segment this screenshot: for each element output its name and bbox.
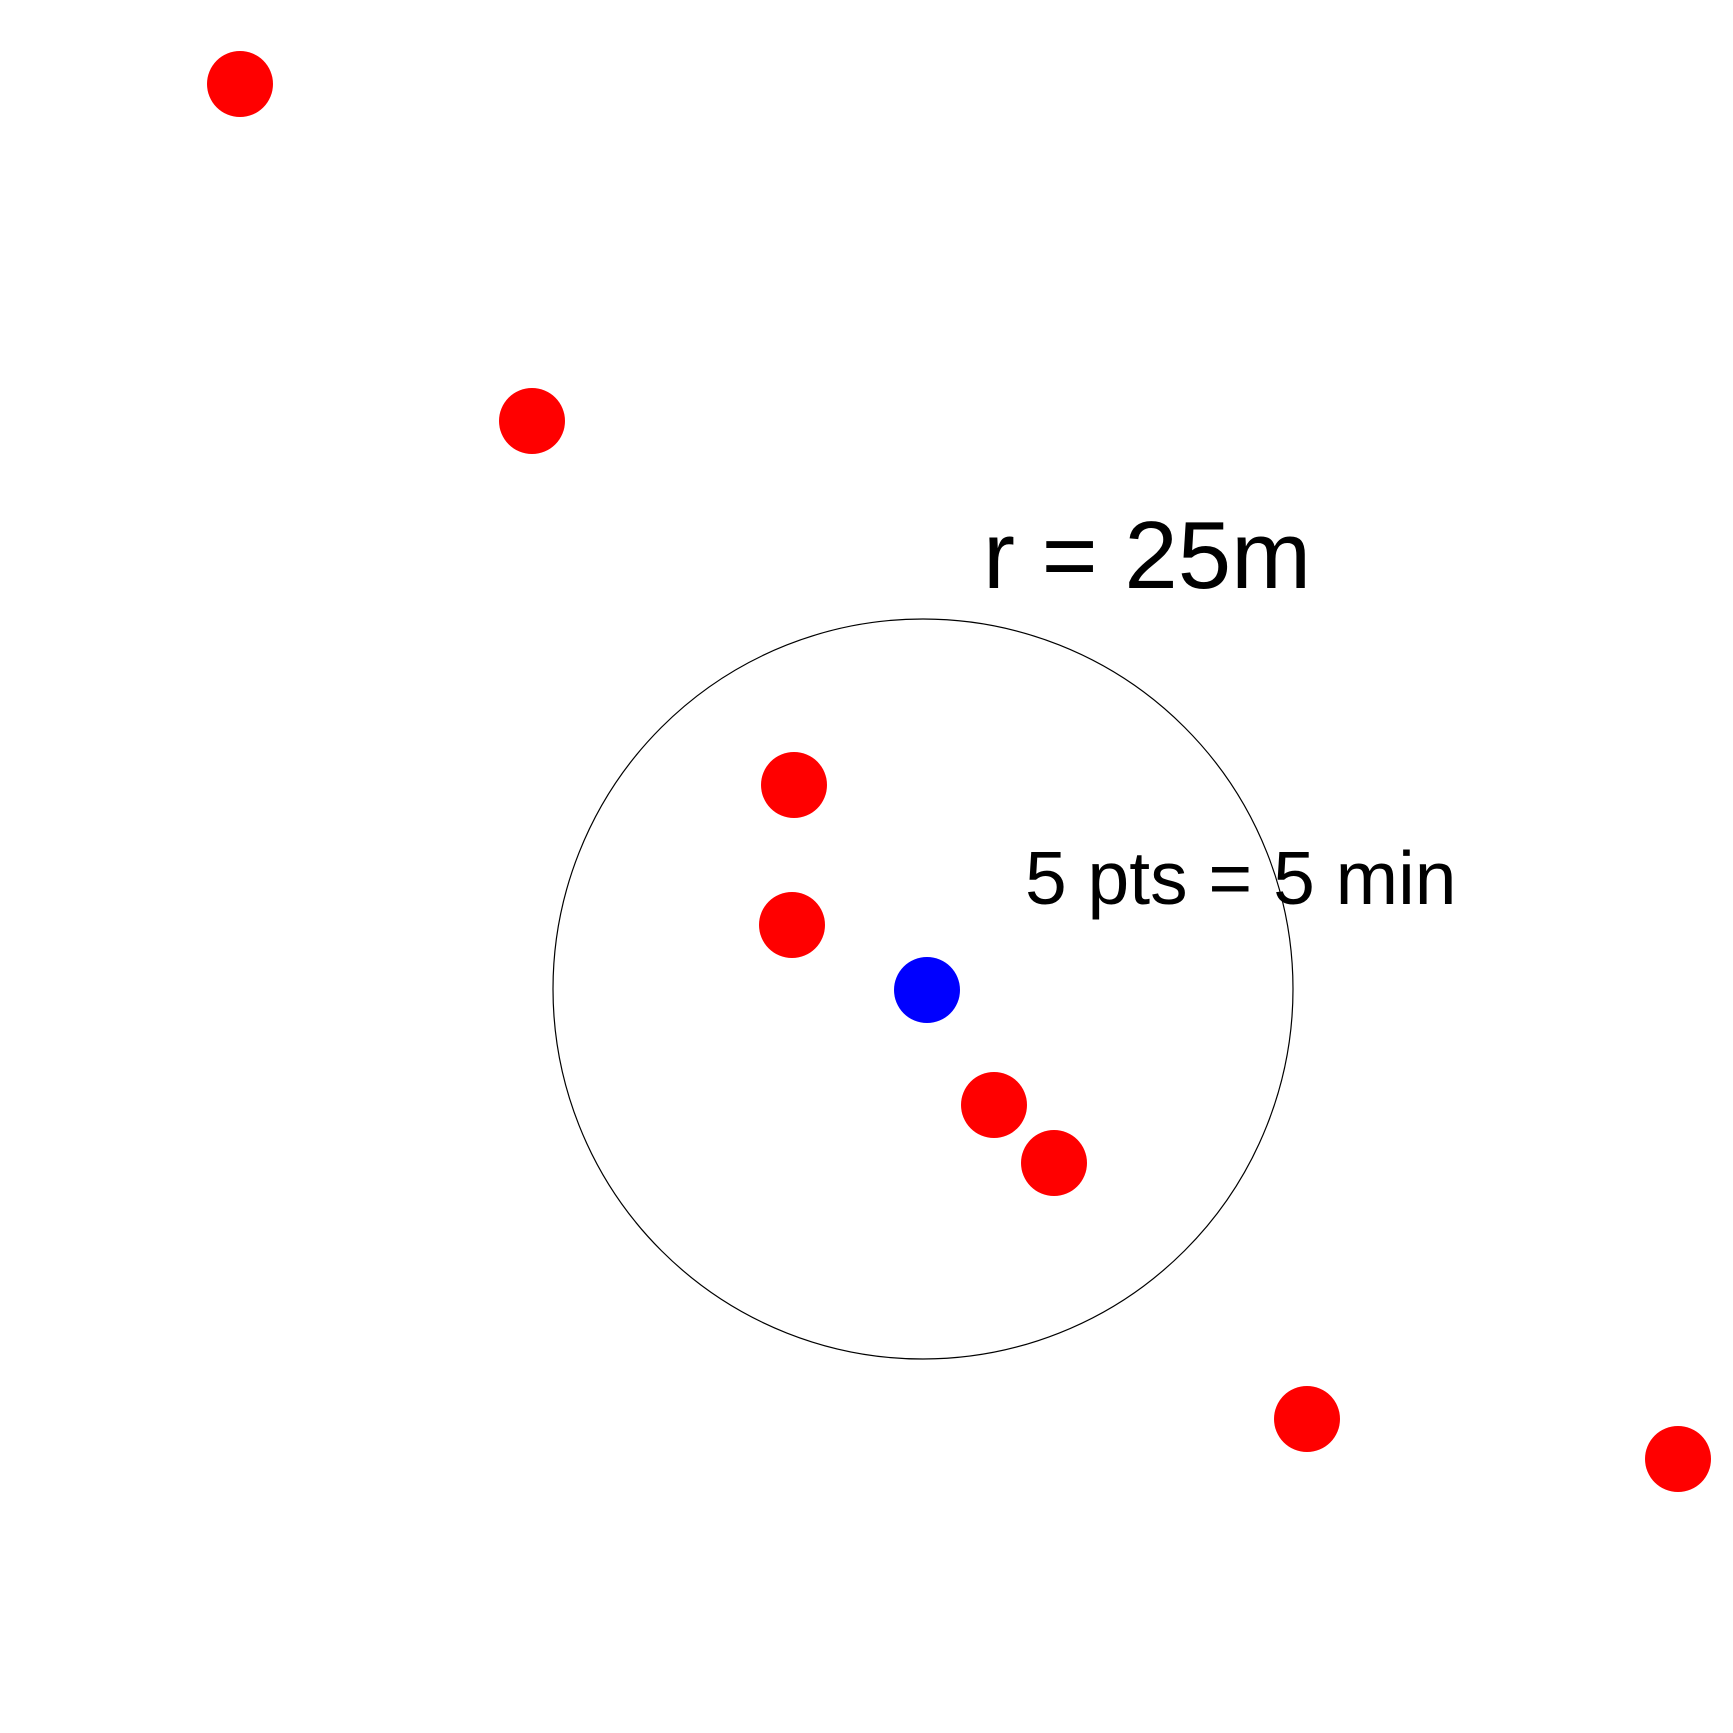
point-outside-3: [1274, 1386, 1340, 1452]
point-inside-2: [759, 892, 825, 958]
center-point: [894, 957, 960, 1023]
point-outside-4: [1645, 1426, 1711, 1492]
radius-label: r = 25m: [983, 502, 1311, 609]
point-inside-4: [1021, 1130, 1087, 1196]
count-label: 5 pts = 5 min: [1025, 836, 1456, 920]
point-inside-3: [961, 1072, 1027, 1138]
point-outside-2: [499, 388, 565, 454]
point-inside-1: [761, 752, 827, 818]
point-outside-1: [207, 51, 273, 117]
radius-circle: [552, 618, 1294, 1360]
